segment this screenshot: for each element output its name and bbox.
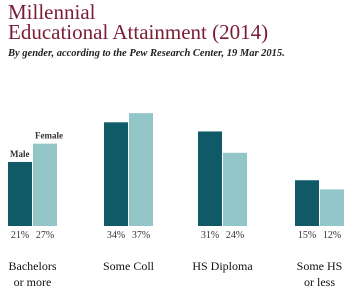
value-label: 34% — [107, 230, 125, 241]
legend-label: Female — [35, 131, 63, 141]
value-label: 37% — [132, 230, 150, 241]
chart-subtitle: By gender, according to the Pew Research… — [8, 48, 285, 59]
category-label: Some Coll — [102, 259, 154, 273]
legend-label: Male — [10, 149, 30, 159]
bar — [198, 131, 222, 226]
bar — [320, 189, 344, 226]
value-label: 31% — [201, 230, 219, 241]
bar — [129, 113, 153, 226]
bar — [33, 143, 57, 226]
bar — [104, 122, 128, 226]
bar — [223, 152, 247, 226]
category-label: HS Diploma — [192, 259, 253, 273]
category-label: Some HS or less — [296, 259, 343, 289]
chart-title: Millennial Educational Attainment (2014) — [8, 0, 269, 44]
value-label: 12% — [323, 230, 341, 241]
category-label: Bachelors or more — [8, 259, 57, 289]
value-label: 21% — [11, 230, 29, 241]
value-label: 15% — [298, 230, 316, 241]
bar — [8, 161, 32, 226]
value-label: 27% — [36, 230, 54, 241]
bar — [295, 180, 319, 226]
value-label: 24% — [226, 230, 244, 241]
